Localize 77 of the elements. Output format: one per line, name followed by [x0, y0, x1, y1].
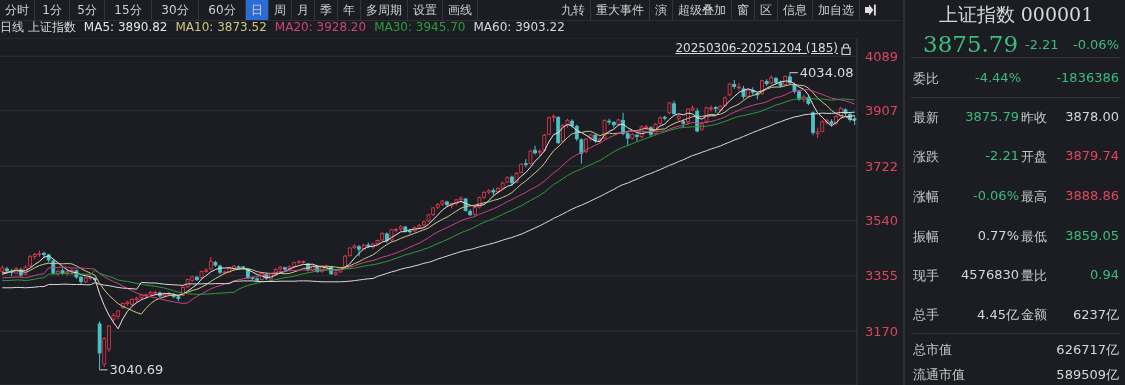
text: -2.21 — [1025, 37, 1059, 52]
text: 超级叠加 — [673, 0, 732, 20]
text: 区 — [755, 0, 778, 20]
text: 窗 — [732, 0, 755, 20]
text: 4.45亿 — [977, 306, 1019, 324]
text: 多周期 — [361, 0, 408, 20]
text: -1836386 — [1056, 70, 1119, 85]
candlestick — [736, 82, 741, 91]
y-tick-label: 3540 — [865, 213, 899, 229]
text: 分时 — [0, 0, 35, 20]
text: 昨收 — [1021, 109, 1047, 127]
text: 60分 — [199, 0, 246, 20]
text: 设置 — [408, 0, 443, 20]
text: 画线 — [443, 0, 478, 20]
text: MA20: 3928.20 — [274, 20, 367, 35]
text: -0.06% — [1073, 37, 1119, 52]
text: 30分 — [152, 0, 199, 20]
text: 15分 — [105, 0, 152, 20]
candlestick — [357, 244, 361, 257]
y-tick-label: 3907 — [865, 103, 899, 119]
text: -4.44% — [975, 70, 1021, 85]
text: 最高 — [1021, 188, 1047, 206]
text: 0.94 — [1090, 267, 1119, 282]
text: 振幅 — [913, 228, 939, 246]
candlestick — [579, 137, 584, 165]
text: 月 — [292, 0, 315, 20]
text: 总手 — [913, 306, 939, 324]
text: 总市值 — [913, 341, 952, 359]
text: 4576830 — [961, 267, 1019, 282]
text: 3859.05 — [1065, 228, 1119, 243]
candlestick — [635, 133, 639, 142]
text: 3875.79 — [965, 109, 1019, 124]
text: 重大事件 — [591, 0, 650, 20]
text: 6237亿 — [1072, 306, 1119, 324]
text: 现手 — [913, 267, 939, 285]
text: 上证指数 000001 — [937, 2, 1095, 27]
text: 1分 — [35, 0, 70, 20]
text: 信息 — [778, 0, 813, 20]
text: 5分 — [70, 0, 105, 20]
text: 量比 — [1021, 267, 1047, 285]
text: 加自选 — [813, 0, 860, 20]
text: 周 — [269, 0, 292, 20]
annotation: 3040.69 — [109, 362, 164, 378]
text: 日 — [246, 0, 269, 20]
text: 3875.79 — [923, 31, 1019, 57]
text: 3879.74 — [1065, 148, 1119, 163]
y-tick-label: 3722 — [865, 158, 899, 174]
text: 最新 — [913, 109, 939, 127]
text: 季 — [315, 0, 338, 20]
text: MA60: 3903.22 — [473, 20, 565, 35]
text: 演 — [650, 0, 673, 20]
text: 589509亿 — [1056, 366, 1119, 384]
candlestick — [533, 145, 537, 156]
text: 流通市值 — [913, 366, 965, 384]
text: 最低 — [1021, 228, 1047, 246]
text: 0.77% — [977, 228, 1019, 243]
text: -0.06% — [973, 188, 1019, 203]
text: 涨幅 — [913, 188, 939, 206]
text: MA30: 3945.70 — [374, 20, 466, 35]
text: 涨跌 — [913, 148, 939, 166]
text: MA5: 3890.82 — [83, 20, 168, 35]
text: 开盘 — [1021, 148, 1047, 166]
text: 3888.86 — [1065, 188, 1119, 203]
text: 年 — [338, 0, 361, 20]
text: 金额 — [1021, 306, 1047, 324]
text: 九转 — [556, 0, 591, 20]
y-tick-label: 4089 — [865, 48, 899, 64]
annotation: 4034.08 — [799, 65, 854, 81]
text: 3878.00 — [1065, 109, 1119, 124]
y-tick-label: 3170 — [865, 323, 899, 339]
text: MA10: 3873.52 — [175, 20, 267, 35]
legend-title: 日线 上证指数 — [0, 20, 76, 35]
annotation: 20250306-20251204 (185) — [675, 41, 838, 55]
text: 委比 — [913, 70, 939, 88]
text: -2.21 — [985, 148, 1019, 163]
text: 626717亿 — [1056, 341, 1119, 359]
y-tick-label: 3355 — [865, 268, 899, 284]
